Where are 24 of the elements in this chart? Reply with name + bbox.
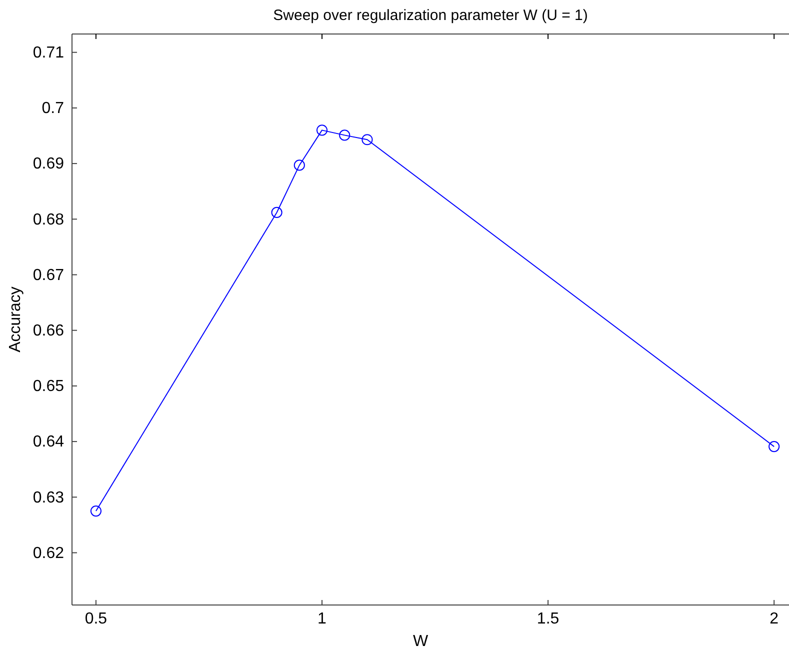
point [339, 130, 350, 141]
y-tick-label: 0.63 [32, 489, 64, 506]
point [362, 134, 373, 146]
y-tick-label: 0.69 [32, 156, 64, 173]
x-tick-label: 1.5 [536, 610, 560, 628]
x-tick-label: 2 [770, 610, 779, 628]
point [271, 206, 282, 218]
x-axis-title: W [412, 633, 429, 650]
x-tick-label: 1 [318, 610, 327, 628]
y-tick-label: 0.67 [32, 266, 64, 284]
point [294, 160, 305, 171]
point [316, 124, 328, 136]
chart-title: Sweep over regularization parameter W (U = 1) [273, 7, 588, 24]
y-tick-label: 0.65 [32, 378, 64, 396]
y-tick-label: 0.68 [32, 211, 64, 228]
x-tick-label: 0.5 [84, 610, 108, 628]
point [768, 441, 780, 452]
y-axis-title: Accuracy [7, 286, 24, 352]
y-tick-label: 0.62 [32, 544, 64, 562]
y-tick-label: 0.71 [32, 44, 64, 62]
y-tick-label: 0.64 [32, 434, 64, 451]
point [90, 506, 102, 517]
y-tick-label: 0.7 [42, 100, 64, 118]
y-tick-label: 0.66 [32, 322, 64, 340]
